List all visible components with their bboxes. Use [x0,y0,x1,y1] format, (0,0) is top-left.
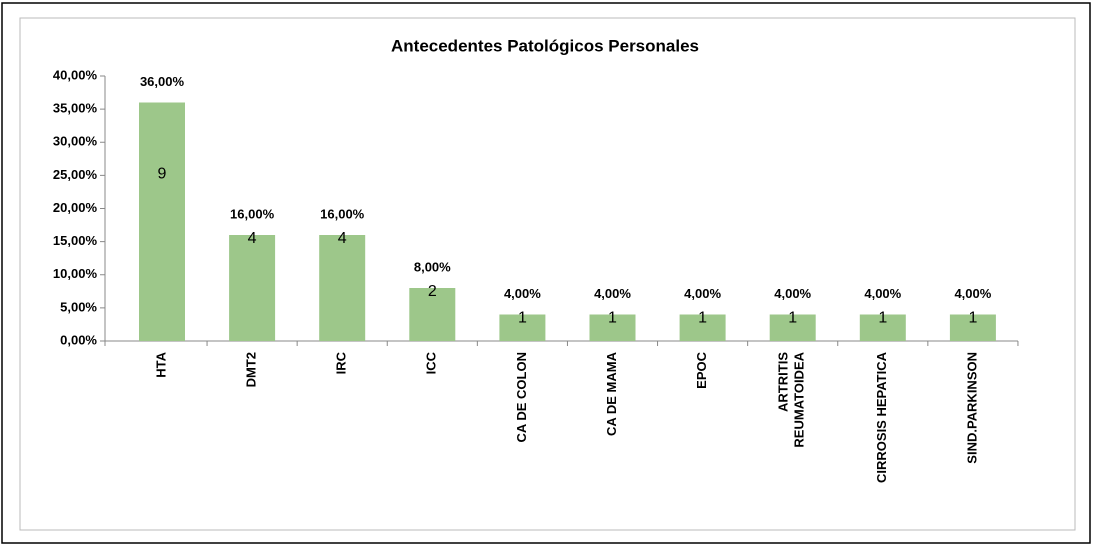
value-label: 16,00% [320,206,365,221]
bar [229,235,276,341]
value-label: 36,00% [140,74,185,89]
bar [589,314,636,341]
value-label: 4,00% [954,286,991,301]
chart-area [19,17,1076,531]
x-tick-label: CA DE COLON [514,352,529,443]
count-label: 4 [248,230,257,247]
count-label: 2 [428,283,437,300]
bar [769,314,816,341]
y-tick-label: 40,00% [53,67,98,82]
count-label: 1 [608,310,617,327]
y-tick-label: 0,00% [60,332,97,347]
count-label: 4 [338,230,347,247]
bar [139,102,185,341]
bar [679,314,726,341]
x-tick-label: ICC [424,351,439,374]
chart-title: Antecedentes Patológicos Personales [391,36,699,55]
x-tick-label: HTA [153,351,168,377]
count-label: 1 [518,310,527,327]
bar [949,314,996,341]
count-label: 9 [158,165,167,182]
y-tick-label: 15,00% [53,233,98,248]
y-tick-label: 25,00% [53,167,98,182]
x-tick-label: DMT2 [244,352,259,387]
value-label: 8,00% [414,259,451,274]
x-tick-label: ARTRITISREUMATOIDEA [776,351,807,447]
count-label: 1 [878,310,887,327]
y-tick-label: 10,00% [53,266,98,281]
y-tick-label: 30,00% [53,134,98,149]
x-tick-label: EPOC [694,351,709,388]
bar [319,235,366,341]
value-label: 4,00% [684,286,721,301]
y-tick-label: 20,00% [53,200,98,215]
bar [499,314,546,341]
y-tick-label: 5,00% [60,299,97,314]
count-label: 1 [788,310,797,327]
count-label: 1 [698,310,707,327]
value-label: 4,00% [594,286,631,301]
bar [859,314,906,341]
value-label: 16,00% [230,206,275,221]
x-tick-label: CA DE MAMA [604,351,619,436]
value-label: 4,00% [504,286,541,301]
x-tick-label: IRC [334,351,349,374]
value-label: 4,00% [864,286,901,301]
x-tick-label: CIRROSIS HEPATICA [874,351,889,483]
y-tick-label: 35,00% [53,101,98,116]
count-label: 1 [968,310,977,327]
x-tick-label: SIND.PARKINSON [964,352,979,464]
bar [409,288,456,341]
value-label: 4,00% [774,286,811,301]
